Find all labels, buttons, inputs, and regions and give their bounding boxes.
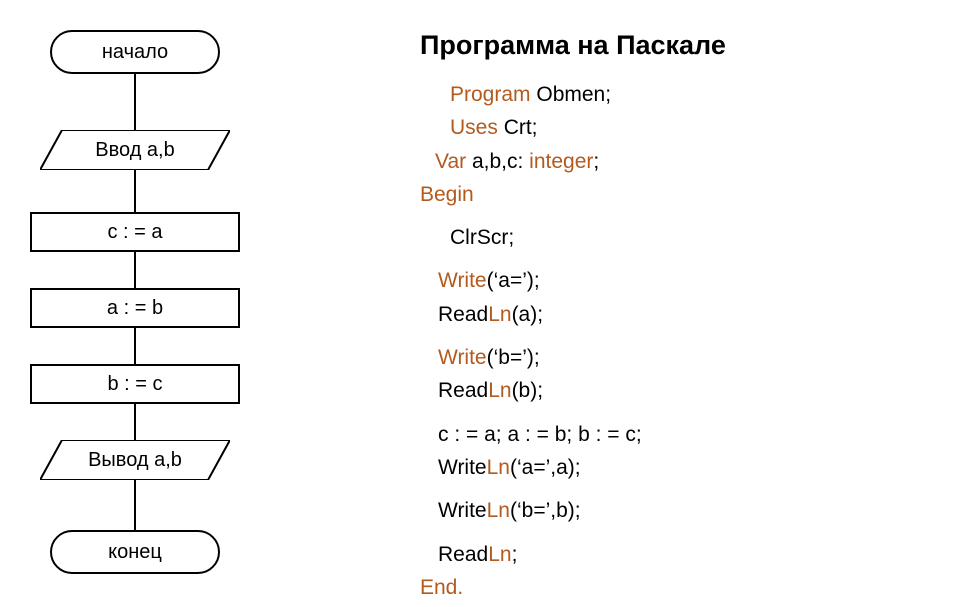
code-line: Uses Crt; <box>420 114 920 141</box>
flow-connector <box>134 328 136 364</box>
code-gap <box>420 487 920 497</box>
code-line: Write(‘a=’); <box>420 267 920 294</box>
code-line: Program Obmen; <box>420 81 920 108</box>
code-line: Begin <box>420 181 920 208</box>
code-line: ReadLn; <box>420 541 920 568</box>
code-gap <box>420 411 920 421</box>
code-line: ClrScr; <box>420 224 920 251</box>
code-title: Программа на Паскале <box>420 30 920 61</box>
flow-connector <box>134 74 136 130</box>
code-gap <box>420 531 920 541</box>
flow-process-p1: с : = а <box>30 212 240 252</box>
code-line: ReadLn(b); <box>420 377 920 404</box>
flow-io-output: Вывод a,b <box>40 440 230 480</box>
flow-process-p3: b : = c <box>30 364 240 404</box>
flow-terminal-start: начало <box>50 30 220 74</box>
flow-io-input: Ввод a,b <box>40 130 230 170</box>
flow-connector <box>134 480 136 530</box>
flow-process-p2: a : = b <box>30 288 240 328</box>
code-line: c : = a; a : = b; b : = c; <box>420 421 920 448</box>
pascal-code-block: Программа на Паскале Program Obmen; Uses … <box>420 30 920 607</box>
code-line: ReadLn(a); <box>420 301 920 328</box>
flow-connector <box>134 404 136 440</box>
code-line: Var a,b,c: integer; <box>420 148 920 175</box>
code-line: WriteLn(‘a=’,a); <box>420 454 920 481</box>
code-line: Write(‘b=’); <box>420 344 920 371</box>
code-gap <box>420 257 920 267</box>
flow-connector <box>134 252 136 288</box>
code-line: End. <box>420 574 920 601</box>
code-gap <box>420 334 920 344</box>
flow-terminal-end: конец <box>50 530 220 574</box>
code-gap <box>420 214 920 224</box>
code-line: WriteLn(‘b=’,b); <box>420 497 920 524</box>
flow-connector <box>134 170 136 212</box>
code-lines: Program Obmen; Uses Crt; Var a,b,c: intege… <box>420 81 920 601</box>
